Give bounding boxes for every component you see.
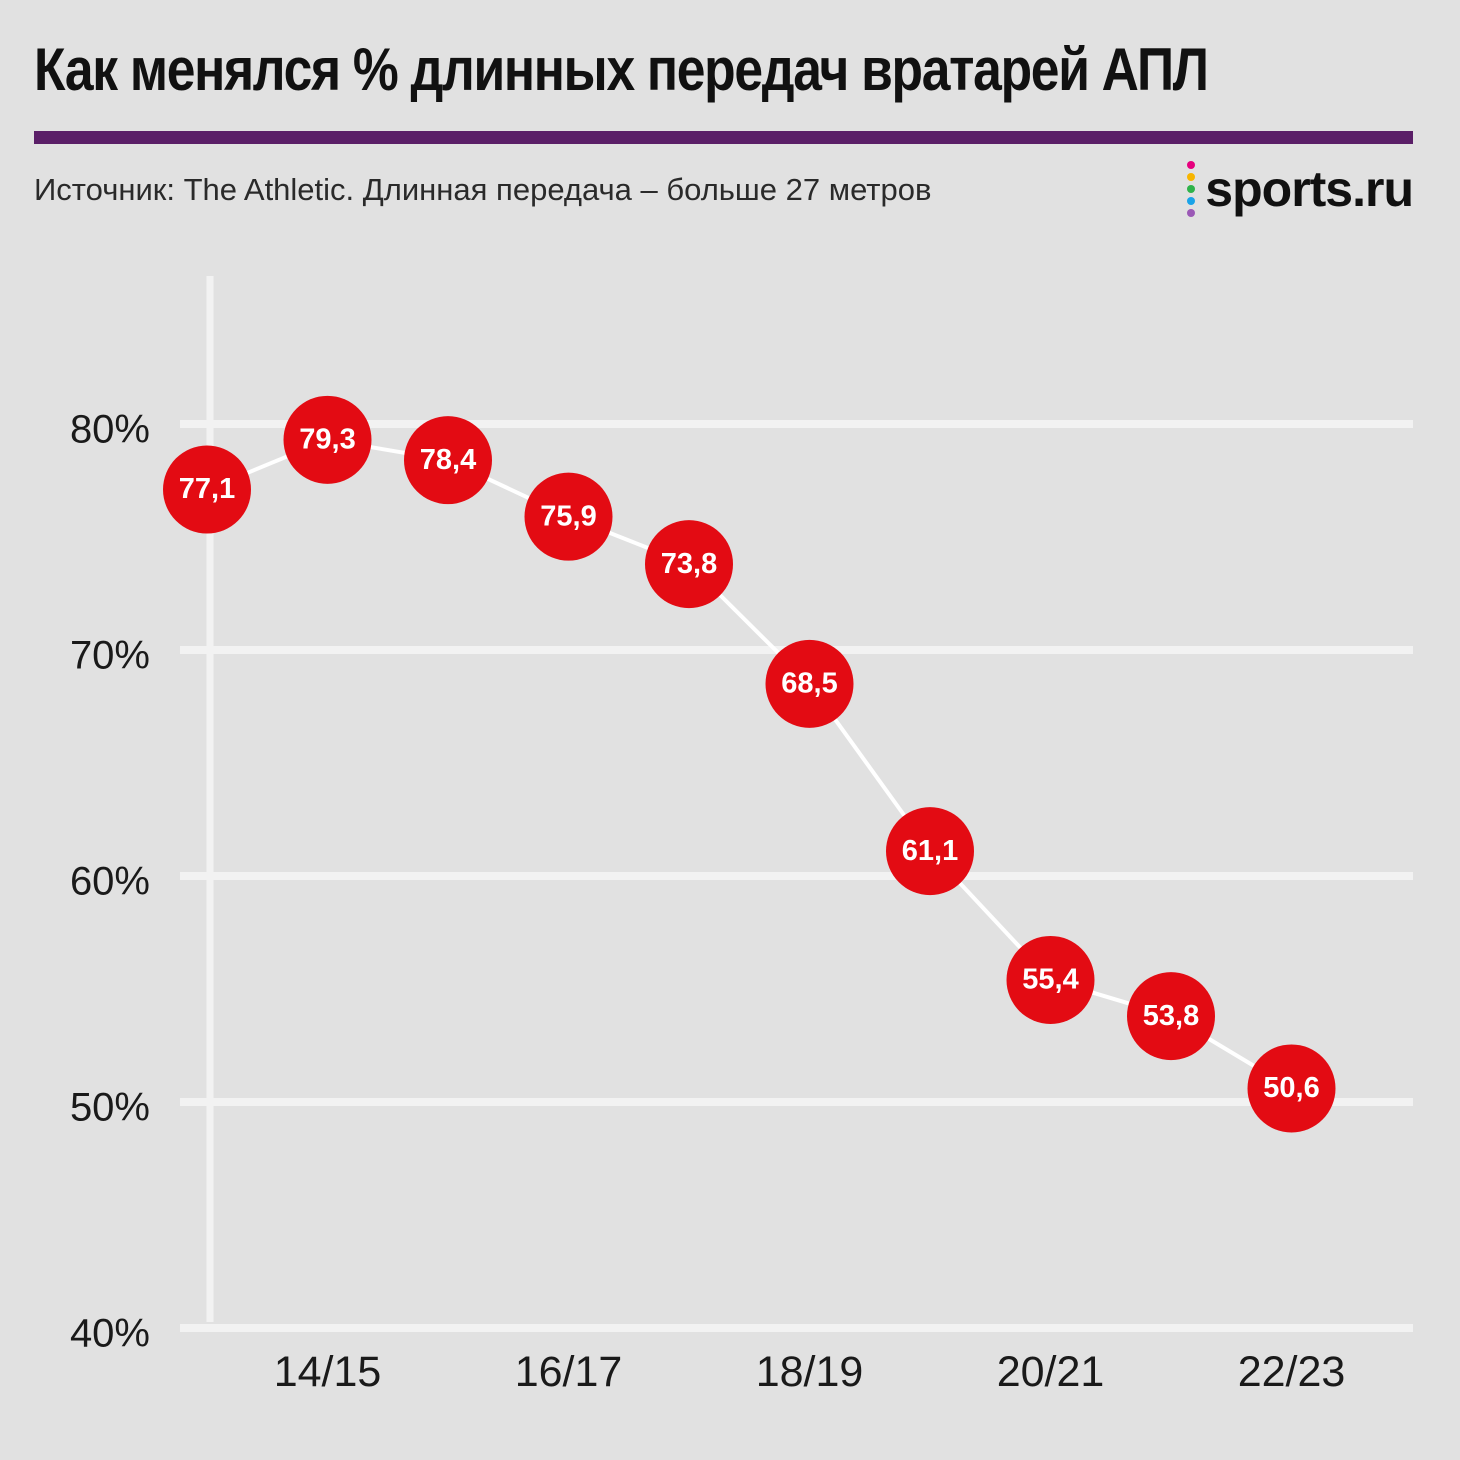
data-label: 61,1 xyxy=(902,835,958,867)
data-point xyxy=(283,395,372,484)
data-point xyxy=(886,807,974,896)
data-label: 77,1 xyxy=(179,473,235,505)
chart-title: Как менялся % длинных передач вратарей А… xyxy=(34,36,1209,103)
data-point xyxy=(1247,1044,1336,1133)
data-label: 53,8 xyxy=(1143,1000,1199,1032)
x-tick-label: 14/15 xyxy=(274,1348,382,1396)
chart-source-note: Источник: The Athletic. Длинная передача… xyxy=(34,172,932,207)
series-line xyxy=(206,437,1293,1091)
data-point xyxy=(524,472,613,561)
brand-logo: sports.ru xyxy=(1187,156,1414,222)
data-label: 73,8 xyxy=(661,548,717,580)
y-tick-label: 50% xyxy=(70,1086,150,1130)
y-tick-label: 80% xyxy=(70,408,150,452)
x-tick-label: 22/23 xyxy=(1238,1348,1346,1396)
x-tick-label: 18/19 xyxy=(756,1348,864,1396)
data-label: 78,4 xyxy=(420,444,476,476)
data-label: 55,4 xyxy=(1022,964,1078,996)
data-point xyxy=(765,639,854,728)
data-point xyxy=(404,416,492,505)
y-tick-label: 60% xyxy=(70,860,150,904)
data-point xyxy=(1127,972,1215,1061)
brand-dots-icon xyxy=(1187,161,1196,217)
data-label: 79,3 xyxy=(299,423,355,455)
data-label: 50,6 xyxy=(1263,1072,1319,1104)
data-label: 75,9 xyxy=(540,500,596,532)
y-tick-label: 70% xyxy=(70,634,150,678)
data-point xyxy=(163,445,251,534)
data-point xyxy=(645,520,733,609)
x-tick-label: 16/17 xyxy=(515,1348,623,1396)
y-tick-label: 40% xyxy=(70,1312,150,1356)
brand-name: sports.ru xyxy=(1205,161,1414,217)
data-label: 68,5 xyxy=(781,668,837,700)
data-point xyxy=(1006,935,1095,1024)
x-tick-label: 20/21 xyxy=(997,1348,1105,1396)
title-divider xyxy=(34,131,1413,144)
